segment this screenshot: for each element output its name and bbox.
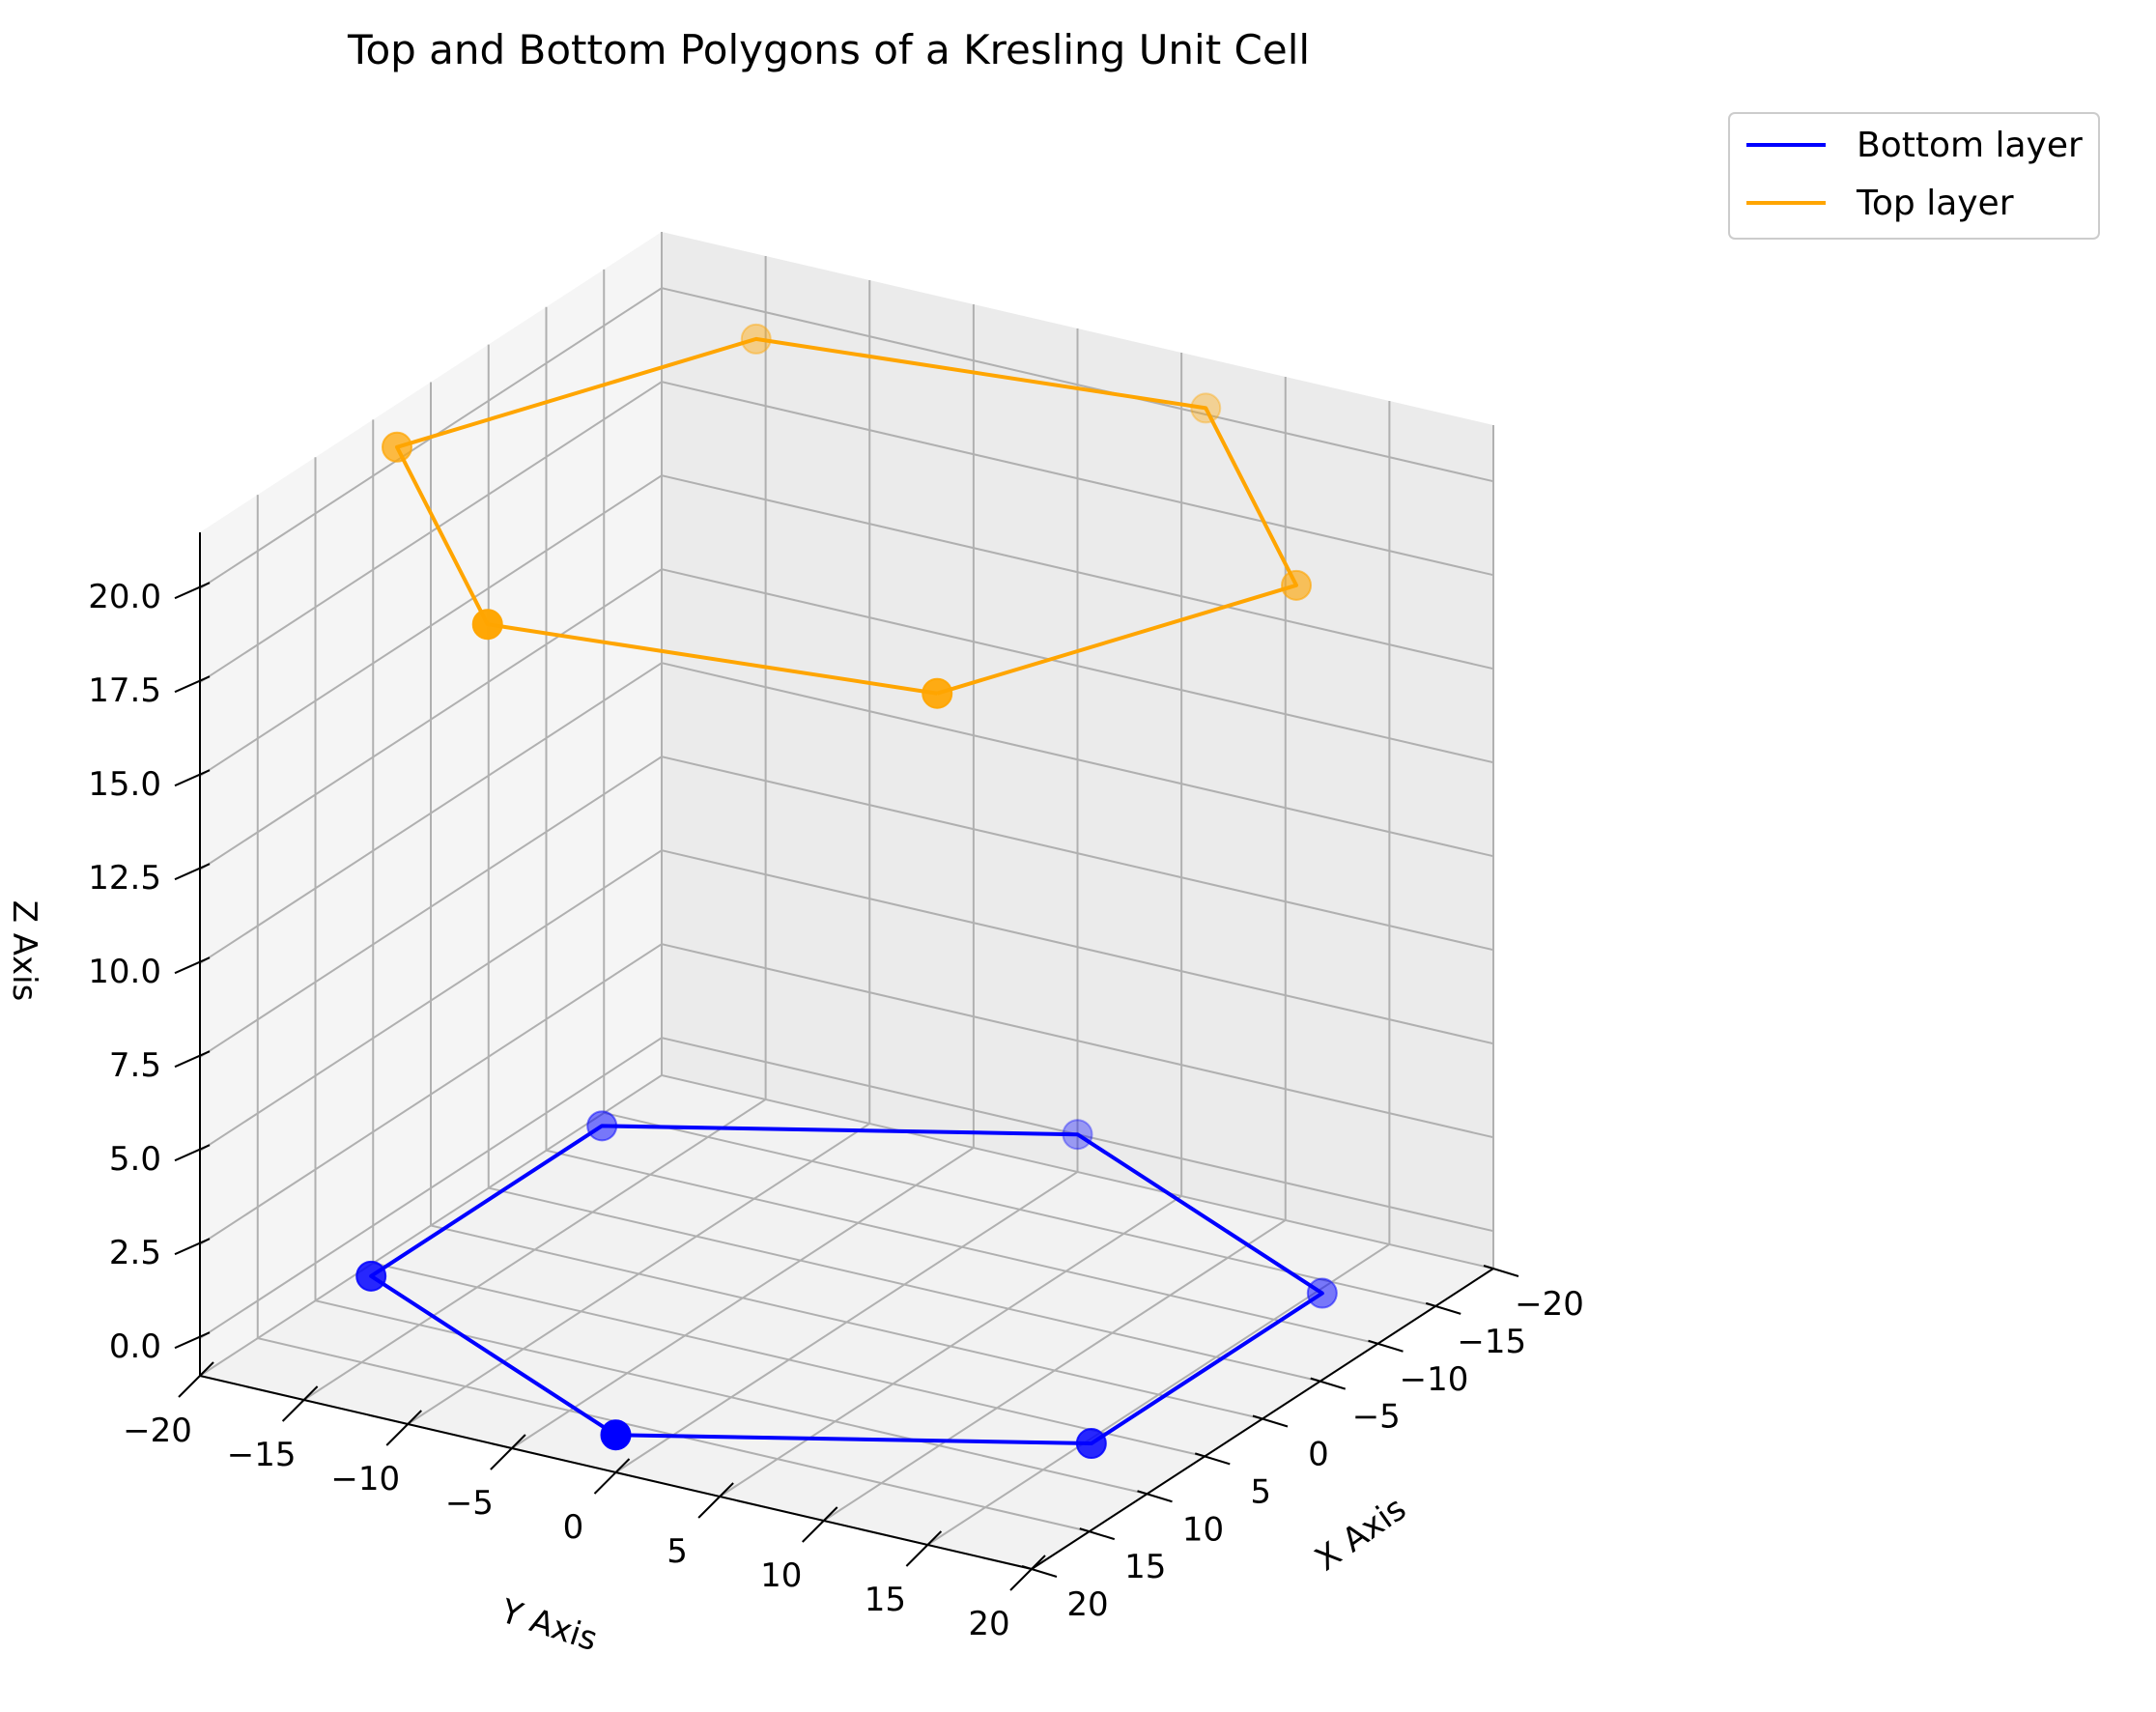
z-tick-label: 7.5 [109, 1046, 161, 1085]
z-tick-label: 17.5 [88, 671, 161, 710]
z-tick [174, 1144, 211, 1162]
x-tick-label: −5 [1352, 1398, 1401, 1437]
z-tick-label: 10.0 [88, 953, 161, 991]
chart-title: Top and Bottom Polygons of a Kresling Un… [347, 26, 1310, 73]
legend-label-bottom-layer: Bottom layer [1857, 126, 2083, 165]
z-tick-label: 5.0 [109, 1140, 161, 1179]
x-tick-label: −15 [1457, 1323, 1526, 1361]
z-tick [174, 863, 211, 881]
x-tick [1310, 1377, 1347, 1390]
x-tick-label: 15 [1124, 1548, 1166, 1586]
z-tick [174, 582, 211, 600]
grid-line-z [199, 568, 1494, 871]
grid-line-y [303, 256, 767, 1401]
z-tick [174, 675, 211, 694]
x-tick [1368, 1339, 1404, 1353]
y-tick [905, 1530, 943, 1567]
y-tick-label: −5 [445, 1484, 494, 1523]
series-point-top-layer [922, 677, 953, 709]
series-point-top-layer [1190, 392, 1222, 424]
x-tick-label: −20 [1515, 1285, 1584, 1324]
grid-line-y [614, 328, 1079, 1473]
y-axis-title: Y Axis [496, 1591, 602, 1659]
y-tick [593, 1458, 631, 1495]
grid-line-y [407, 280, 871, 1425]
data-series [355, 323, 1338, 1460]
series-point-top-layer [471, 609, 503, 641]
grid-line-z [199, 287, 1494, 590]
grid-line-z [199, 381, 1494, 684]
y-tick-label: −10 [330, 1460, 400, 1498]
x-tick-label: −10 [1400, 1360, 1469, 1399]
y-tick-label: 20 [968, 1605, 1009, 1643]
series-point-bottom-layer [355, 1260, 387, 1292]
y-tick [1009, 1555, 1046, 1591]
grid-line-z [199, 474, 1494, 778]
series-point-top-layer [1281, 569, 1313, 601]
grid-line-y [719, 353, 1183, 1498]
z-tick [174, 1331, 211, 1350]
y-tick-label: 0 [563, 1508, 584, 1547]
z-axis-title: Z Axis [5, 900, 43, 1002]
series-point-bottom-layer [1075, 1428, 1107, 1460]
y-tick [178, 1361, 214, 1398]
z-tick [174, 1238, 211, 1256]
y-tick-label: 10 [760, 1556, 802, 1595]
x-tick [1021, 1565, 1058, 1578]
series-point-bottom-layer [1062, 1119, 1093, 1151]
grid-line-z [199, 756, 1494, 1059]
series-point-bottom-layer [600, 1419, 632, 1451]
series-point-top-layer [381, 431, 412, 463]
legend-label-top-layer: Top layer [1856, 184, 2014, 223]
grid-line-y [511, 304, 975, 1449]
z-tick-label: 20.0 [88, 578, 161, 616]
series-point-top-layer [740, 323, 772, 355]
grid-line-z [199, 943, 1494, 1246]
x-tick [1137, 1490, 1173, 1503]
grid-line-z [199, 1037, 1494, 1340]
z-tick [174, 769, 211, 787]
z-tick [174, 956, 211, 975]
z-tick-label: 2.5 [109, 1234, 161, 1272]
grid-line-y [199, 232, 663, 1377]
x-tick-label: 10 [1182, 1510, 1224, 1549]
y-tick [281, 1385, 319, 1422]
grid-line-y [823, 377, 1287, 1522]
z-tick-label: 0.0 [109, 1327, 161, 1366]
y-tick-label: −20 [123, 1412, 192, 1450]
z-tick [174, 1050, 211, 1069]
grid-line-z [199, 849, 1494, 1153]
y-tick [490, 1434, 526, 1470]
x-tick-label: 5 [1250, 1472, 1271, 1511]
x-tick [1425, 1301, 1461, 1315]
z-tick-label: 15.0 [88, 765, 161, 804]
tick-labels: −20−15−10−505101520−20−15−10−5051015200.… [88, 578, 1584, 1643]
tick-marks [174, 582, 1519, 1591]
x-tick-label: 20 [1066, 1585, 1108, 1624]
series-point-bottom-layer [586, 1110, 618, 1142]
x-tick [1194, 1452, 1231, 1466]
y-tick-label: 5 [667, 1532, 688, 1571]
legend: Bottom layer Top layer [1728, 112, 2100, 240]
z-tick-label: 12.5 [88, 859, 161, 898]
x-tick [1483, 1265, 1519, 1277]
y-tick [697, 1482, 734, 1519]
x-tick-label: 0 [1308, 1436, 1329, 1474]
y-tick [802, 1506, 838, 1543]
y-tick-label: 15 [865, 1581, 906, 1619]
series-point-bottom-layer [1306, 1277, 1338, 1309]
grid-line-z [199, 662, 1494, 965]
x-tick [1079, 1527, 1116, 1541]
y-tick [385, 1410, 422, 1446]
x-tick [1252, 1414, 1289, 1428]
y-tick-label: −15 [227, 1436, 297, 1474]
x-axis-title: X Axis [1308, 1490, 1413, 1580]
